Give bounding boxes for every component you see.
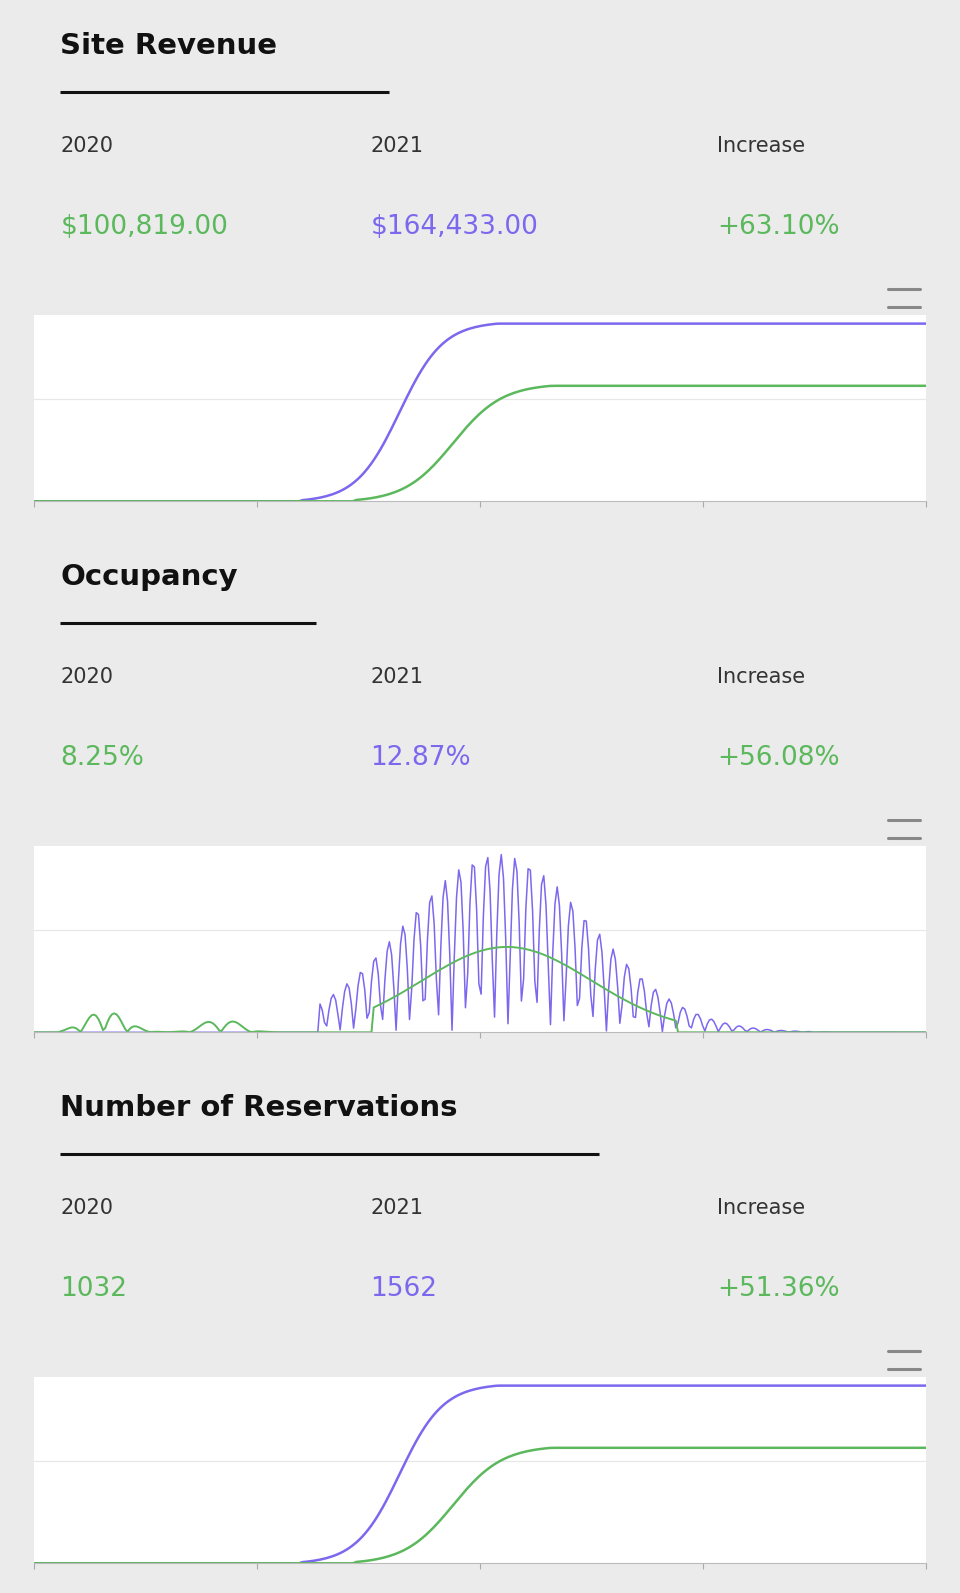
Text: 1032: 1032 xyxy=(60,1276,128,1301)
Text: Site Revenue: Site Revenue xyxy=(60,32,277,61)
Text: Occupancy: Occupancy xyxy=(60,564,238,591)
Text: Increase: Increase xyxy=(717,135,805,156)
Text: $164,433.00: $164,433.00 xyxy=(371,213,539,239)
Text: 2020: 2020 xyxy=(60,1198,113,1219)
Text: 2021: 2021 xyxy=(371,135,423,156)
Text: Increase: Increase xyxy=(717,1198,805,1219)
Text: +56.08%: +56.08% xyxy=(717,744,840,771)
Text: 8.25%: 8.25% xyxy=(60,744,144,771)
Text: +63.10%: +63.10% xyxy=(717,213,840,239)
Text: $100,819.00: $100,819.00 xyxy=(60,213,228,239)
Text: +51.36%: +51.36% xyxy=(717,1276,840,1301)
Text: 1562: 1562 xyxy=(371,1276,438,1301)
Text: 2020: 2020 xyxy=(60,667,113,687)
Text: 2020: 2020 xyxy=(60,135,113,156)
Text: Number of Reservations: Number of Reservations xyxy=(60,1094,458,1123)
Text: 2021: 2021 xyxy=(371,1198,423,1219)
Text: 2021: 2021 xyxy=(371,667,423,687)
Text: Increase: Increase xyxy=(717,667,805,687)
Text: 12.87%: 12.87% xyxy=(371,744,471,771)
